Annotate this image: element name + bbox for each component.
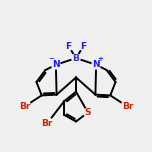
Text: +: + <box>97 56 103 62</box>
Text: N: N <box>92 60 100 69</box>
Circle shape <box>84 108 92 117</box>
Circle shape <box>92 61 100 69</box>
Text: S: S <box>85 108 91 117</box>
Circle shape <box>79 42 88 50</box>
Circle shape <box>18 100 31 113</box>
Text: Br: Br <box>41 119 53 128</box>
Text: B: B <box>73 54 79 63</box>
Circle shape <box>121 100 134 113</box>
Text: N: N <box>52 60 60 69</box>
Circle shape <box>52 61 60 69</box>
Circle shape <box>41 117 53 130</box>
Text: F: F <box>66 42 72 51</box>
Text: −: − <box>49 56 55 62</box>
Text: F: F <box>80 42 86 51</box>
Circle shape <box>72 54 80 62</box>
Circle shape <box>64 42 73 50</box>
Text: Br: Br <box>122 102 133 111</box>
Text: Br: Br <box>19 102 30 111</box>
